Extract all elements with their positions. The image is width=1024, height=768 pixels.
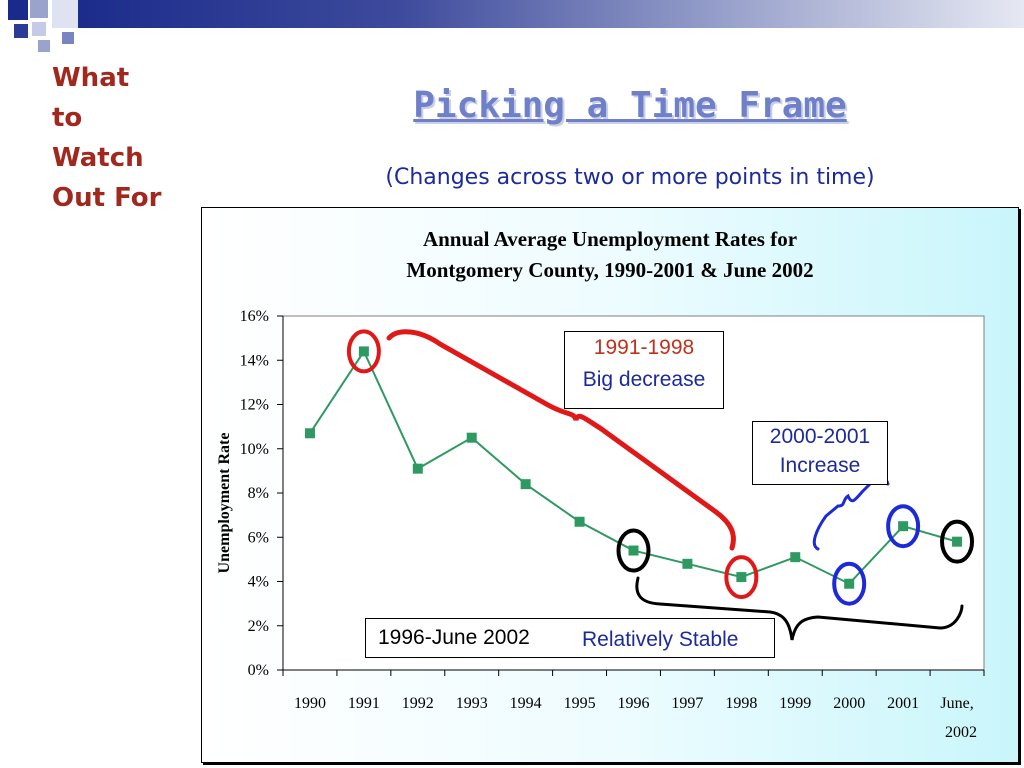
header-bar xyxy=(60,0,1024,28)
data-point xyxy=(304,428,315,439)
y-tick-label: 16% xyxy=(240,308,269,325)
y-tick-label: 4% xyxy=(248,574,269,591)
callout-stable-label: Relatively Stable xyxy=(582,628,739,651)
red-highlight-circle xyxy=(724,555,759,600)
callout-blue-line1: 2000-2001 xyxy=(769,425,871,448)
side-title: What to Watch Out For xyxy=(52,58,202,218)
x-tick-label: 1990 xyxy=(294,695,326,712)
side-title-line: What xyxy=(52,63,130,93)
callout-red-line1: 1991-1998 xyxy=(593,336,695,359)
red-highlight-circle xyxy=(346,329,381,374)
data-point xyxy=(628,545,639,556)
y-tick-label: 6% xyxy=(248,529,269,546)
side-title-line: Watch xyxy=(52,143,144,173)
x-tick-label: 1999 xyxy=(779,695,811,712)
data-point xyxy=(898,521,909,532)
chart-title-line: Montgomery County, 1990-2001 & June 2002 xyxy=(406,258,814,282)
page-subtitle: (Changes across two or more points in ti… xyxy=(385,165,875,190)
data-point xyxy=(952,536,963,547)
callout-big-decrease: 1991-1998 Big decrease xyxy=(564,331,724,409)
x-tick-label: 1998 xyxy=(725,695,757,712)
chart-title: Annual Average Unemployment Rates for Mo… xyxy=(202,224,1018,286)
red-brace xyxy=(386,329,736,551)
y-tick-label: 2% xyxy=(248,618,269,635)
data-point xyxy=(790,552,801,563)
data-point xyxy=(682,558,693,569)
callout-relatively-stable: 1996-June 2002 Relatively Stable xyxy=(365,618,775,658)
callout-red-line2: Big decrease xyxy=(582,368,706,391)
callout-blue-line2: Increase xyxy=(779,454,861,477)
x-tick-label: 1993 xyxy=(456,695,488,712)
callout-increase: 2000-2001 Increase xyxy=(752,421,888,485)
x-tick-label: 1991 xyxy=(348,695,380,712)
x-tick-label: 1996 xyxy=(618,695,650,712)
data-point xyxy=(574,516,585,527)
data-point xyxy=(844,578,855,589)
data-point xyxy=(466,432,477,443)
data-point xyxy=(358,346,369,357)
black-highlight-circle xyxy=(940,519,975,564)
chart-title-line: Annual Average Unemployment Rates for xyxy=(422,227,798,251)
y-axis-label: Unemployment Rate xyxy=(216,433,233,574)
y-tick-label: 0% xyxy=(248,662,269,679)
data-point xyxy=(412,463,423,474)
x-tick-label: 2000 xyxy=(833,695,865,712)
x-tick-label: 2002 xyxy=(945,724,977,741)
x-tick-label: 1995 xyxy=(564,695,596,712)
black-highlight-circle xyxy=(616,528,651,573)
callout-stable-range: 1996-June 2002 xyxy=(378,626,530,649)
y-tick-label: 12% xyxy=(240,397,269,414)
blue-highlight-circle xyxy=(832,561,867,606)
x-tick-label: 1994 xyxy=(510,695,542,712)
side-title-line: to xyxy=(52,103,83,133)
x-tick-label: 2001 xyxy=(887,695,919,712)
black-brace xyxy=(635,576,964,641)
y-tick-label: 8% xyxy=(248,485,269,502)
x-tick-label: June, xyxy=(940,695,973,712)
y-tick-label: 14% xyxy=(240,352,269,369)
y-tick-label: 10% xyxy=(240,441,269,458)
page-title: Picking a Time Frame xyxy=(413,85,847,126)
side-title-line: Out For xyxy=(52,183,162,213)
x-tick-label: 1992 xyxy=(402,695,434,712)
blue-highlight-circle xyxy=(886,504,921,549)
x-tick-label: 1997 xyxy=(671,695,703,712)
data-point xyxy=(520,479,531,490)
data-point xyxy=(736,572,747,583)
